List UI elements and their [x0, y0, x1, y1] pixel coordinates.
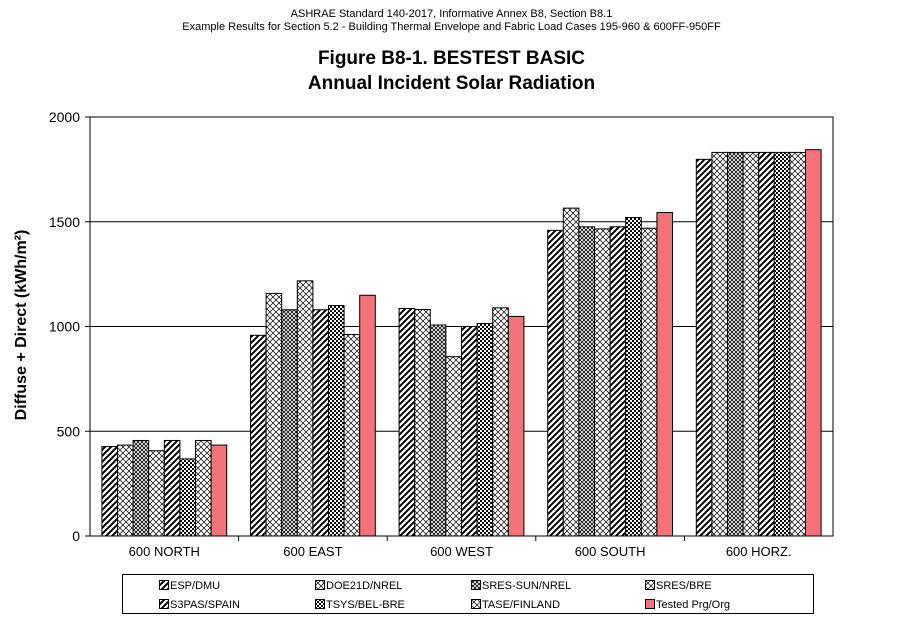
bar [461, 326, 478, 537]
bar [195, 439, 212, 537]
legend-item: TSYS/BEL-BRE [315, 599, 405, 611]
bar [250, 334, 267, 537]
legend-swatch [645, 599, 655, 609]
bar [711, 151, 729, 537]
bar [429, 324, 447, 537]
legend: ESP/DMU DOE21D/NREL SRES-SUN/NREL SRES/BRE S… [122, 574, 814, 614]
legend-swatch [315, 580, 325, 590]
x-axis: 600 NORTH 600 EAST 600 WEST 600 SOUTH 600 HO… [129, 536, 792, 559]
bar [398, 307, 416, 537]
chart-subtitle: Annual Incident Solar Radiation [307, 73, 596, 94]
header-line-2: Example Results for Section 5.2 - Buildi… [182, 21, 721, 33]
legend-item: Tested Prg/Org [645, 599, 730, 611]
bar [476, 323, 494, 537]
bar [773, 151, 791, 537]
bar [695, 158, 713, 537]
legend-label: ESP/DMU [170, 580, 221, 592]
legend-item: DOE21D/NREL [315, 580, 402, 592]
bar [640, 227, 658, 537]
bar [148, 450, 165, 537]
legend-label: SRES/BRE [656, 580, 712, 592]
y-axis-label: Diffuse + Direct (kWh/m²) [13, 230, 30, 421]
bar [132, 439, 150, 537]
legend-label: DOE21D/NREL [326, 580, 403, 592]
legend-item: SRES/BRE [645, 580, 712, 592]
bar [281, 309, 298, 537]
bar [609, 226, 627, 537]
y-tick-label: 2000 [49, 109, 80, 125]
y-tick-label: 0 [72, 528, 80, 544]
x-tick-label: 600 WEST [430, 544, 493, 559]
bar [296, 280, 314, 537]
bar [492, 307, 509, 537]
bar [507, 315, 525, 537]
bar [445, 356, 462, 537]
legend-swatch [159, 580, 169, 590]
bar [343, 333, 361, 537]
y-tick-label: 1000 [49, 319, 80, 335]
x-tick-label: 600 EAST [283, 544, 342, 559]
legend-swatch [315, 599, 325, 609]
y-tick-label: 1500 [49, 214, 80, 230]
legend-swatch [645, 580, 655, 590]
bar [594, 228, 611, 537]
bar [210, 444, 228, 537]
bar [547, 229, 564, 537]
bar [625, 217, 642, 537]
bar [656, 212, 674, 537]
y-tick-label: 500 [57, 423, 81, 439]
legend-item: S3PAS/SPAIN [159, 599, 240, 611]
legend-item: ESP/DMU [159, 580, 220, 592]
x-tick-label: 600 HORZ. [726, 544, 792, 559]
legend-label: S3PAS/SPAIN [170, 599, 240, 611]
x-tick-label: 600 NORTH [129, 544, 200, 559]
legend-label: TASE/FINLAND [482, 599, 561, 611]
y-axis: 0 500 1000 1500 2000 [49, 109, 90, 544]
bar [727, 151, 744, 537]
bar [742, 151, 760, 537]
bar [163, 439, 181, 537]
legend-swatch [471, 580, 481, 590]
legend-label: SRES-SUN/NREL [482, 580, 572, 592]
bar [562, 207, 580, 537]
bar [179, 458, 196, 537]
bar [101, 446, 119, 537]
bar [117, 444, 134, 537]
bar [758, 151, 775, 537]
bar [578, 226, 596, 537]
bar [328, 305, 345, 537]
legend-item: SRES-SUN/NREL [471, 580, 571, 592]
bars [101, 149, 822, 537]
legend-item: TASE/FINLAND [471, 599, 560, 611]
bar [265, 292, 283, 537]
legend-label: TSYS/BEL-BRE [326, 599, 405, 611]
bar [805, 149, 822, 537]
x-tick-label: 600 SOUTH [575, 544, 646, 559]
bar [312, 309, 329, 537]
header-line-1: ASHRAE Standard 140-2017, Informative An… [290, 8, 613, 20]
legend-label: Tested Prg/Org [656, 599, 730, 611]
bar [789, 151, 807, 537]
bar [414, 309, 431, 537]
bar-chart: 0 500 1000 1500 2000 600 NORTH 600 EAST 600 WE… [13, 109, 834, 559]
legend-swatch [159, 599, 169, 609]
bar [359, 294, 376, 537]
legend-swatch [471, 599, 481, 609]
chart-title: Figure B8-1. BESTEST BASIC [317, 48, 586, 69]
